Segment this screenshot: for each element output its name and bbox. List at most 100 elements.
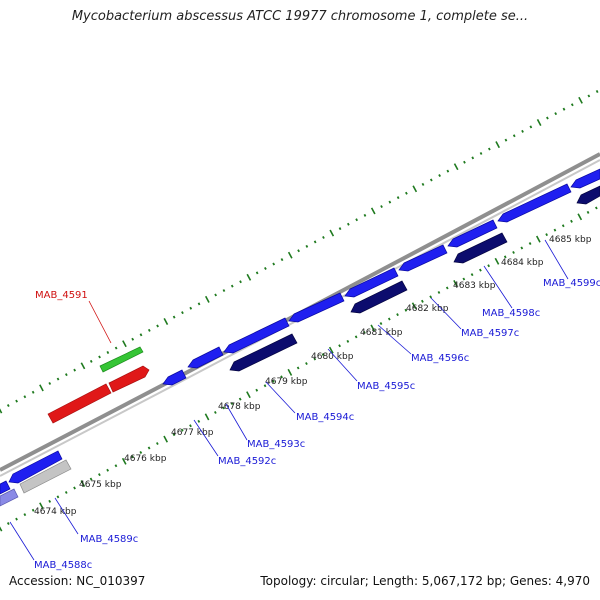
minor-tick (521, 129, 524, 133)
leader-mab-4595c (327, 348, 358, 382)
leader-mab-4589c (54, 497, 79, 535)
gene-mab-4591-outer[interactable] (99, 346, 144, 373)
gene-label-mab-4599c[interactable]: MAB_4599c (543, 278, 600, 289)
minor-tick (354, 335, 358, 339)
minor-tick (487, 264, 490, 268)
major-tick (80, 480, 86, 487)
scale-label: 4678 kbp (218, 402, 261, 412)
minor-tick (437, 290, 441, 294)
minor-tick (305, 362, 308, 366)
major-tick (370, 324, 376, 332)
minor-tick (31, 390, 35, 394)
minor-tick (553, 228, 557, 232)
minor-tick (338, 344, 341, 348)
minor-tick (280, 258, 284, 262)
gene-label-mab-4595c[interactable]: MAB_4595c (357, 381, 415, 392)
gene-grey[interactable] (19, 459, 72, 494)
scale-label: 4679 kbp (265, 377, 308, 387)
major-tick (80, 362, 86, 370)
minor-tick (545, 233, 548, 237)
major-tick (246, 391, 251, 399)
minor-tick (347, 222, 350, 226)
minor-tick (512, 134, 516, 138)
major-tick (39, 384, 44, 392)
leader-mab-4594c (265, 381, 296, 414)
leader-mab-4597c (430, 297, 462, 330)
gene-navy-1[interactable] (229, 333, 298, 372)
minor-tick (595, 89, 599, 94)
gene-label-mab-4594c[interactable]: MAB_4594c (296, 412, 354, 423)
scale-label: 4683 kbp (453, 281, 496, 291)
minor-tick (89, 477, 93, 481)
minor-tick (396, 196, 400, 200)
gene-label-mab-4597c[interactable]: MAB_4597c (461, 328, 519, 339)
minor-tick (520, 246, 524, 250)
minor-tick (595, 206, 598, 210)
map-title: Mycobacterium abscessus ATCC 19977 chrom… (71, 9, 529, 24)
scale-label: 4677 kbp (171, 428, 214, 438)
minor-tick (528, 242, 532, 246)
gene-mab-4595c[interactable] (288, 292, 345, 323)
gene-forward-red-2[interactable] (108, 365, 150, 393)
minor-tick (546, 116, 549, 120)
scale-label: 4676 kbp (124, 454, 167, 464)
scale-label: 4675 kbp (79, 480, 122, 490)
scale-label: 4682 kbp (406, 304, 449, 314)
gene-label-mab-4591[interactable]: MAB_4591 (35, 290, 88, 301)
gene-mab-4598c[interactable] (447, 219, 498, 248)
leader-mab-4592c (193, 419, 219, 457)
minor-tick (421, 299, 424, 303)
scale-label: 4681 kbp (360, 328, 403, 338)
minor-tick (471, 156, 475, 160)
gene-forward-red-1[interactable] (47, 383, 112, 424)
gene-mab-4592c[interactable] (162, 369, 187, 386)
gene-navy-3[interactable] (453, 232, 508, 264)
minor-tick (379, 322, 383, 326)
gene-label-mab-4589c[interactable]: MAB_4589c (80, 534, 138, 545)
major-tick (577, 213, 583, 221)
minor-tick (529, 125, 533, 129)
gene-mab-4589c[interactable] (8, 450, 63, 484)
minor-tick (114, 346, 118, 350)
gene-mab-4588c[interactable] (0, 488, 19, 507)
major-tick (578, 96, 583, 104)
accession-text: Accession: NC_010397 (9, 574, 146, 588)
gene-label-mab-4592c[interactable]: MAB_4592c (218, 456, 276, 467)
minor-tick (230, 284, 234, 288)
gene-label-mab-4596c[interactable]: MAB_4596c (411, 353, 469, 364)
gene-mab-4596c[interactable] (344, 267, 399, 298)
major-tick (495, 141, 501, 149)
major-tick (494, 257, 500, 265)
scale-labels: 4674 kbp 4675 kbp 4676 kbp 4677 kbp 4678… (34, 235, 592, 517)
gene-label-mab-4598c[interactable]: MAB_4598c (482, 308, 540, 319)
minor-tick (346, 339, 350, 343)
major-tick (163, 318, 169, 325)
minor-tick (222, 289, 226, 293)
gene-navy-4[interactable] (576, 185, 600, 205)
minor-tick (98, 473, 101, 477)
minor-tick (387, 317, 391, 321)
minor-tick (446, 169, 450, 173)
gene-label-mab-4588c[interactable]: MAB_4588c (34, 560, 92, 571)
major-tick (453, 163, 459, 171)
inner-strand-genes (0, 168, 600, 507)
gene-mab-4597c[interactable] (398, 244, 448, 272)
major-tick (204, 295, 210, 303)
minor-tick (238, 397, 242, 401)
gene-navy-2[interactable] (350, 280, 408, 314)
gene-mab-4594c[interactable] (223, 317, 290, 354)
major-tick (411, 302, 417, 310)
minor-tick (23, 395, 27, 399)
gene-mab-4593c[interactable] (187, 346, 224, 369)
minor-tick (272, 379, 275, 383)
minor-tick (562, 107, 566, 111)
minor-tick (421, 182, 425, 186)
leader-mab-4598c (483, 265, 513, 309)
gene-label-mab-4593c[interactable]: MAB_4593c (247, 439, 305, 450)
major-tick (39, 502, 44, 510)
gene-blue-edge[interactable] (570, 168, 600, 189)
gene-blue-a[interactable] (0, 480, 11, 495)
gene-mab-4599c[interactable] (497, 183, 572, 223)
